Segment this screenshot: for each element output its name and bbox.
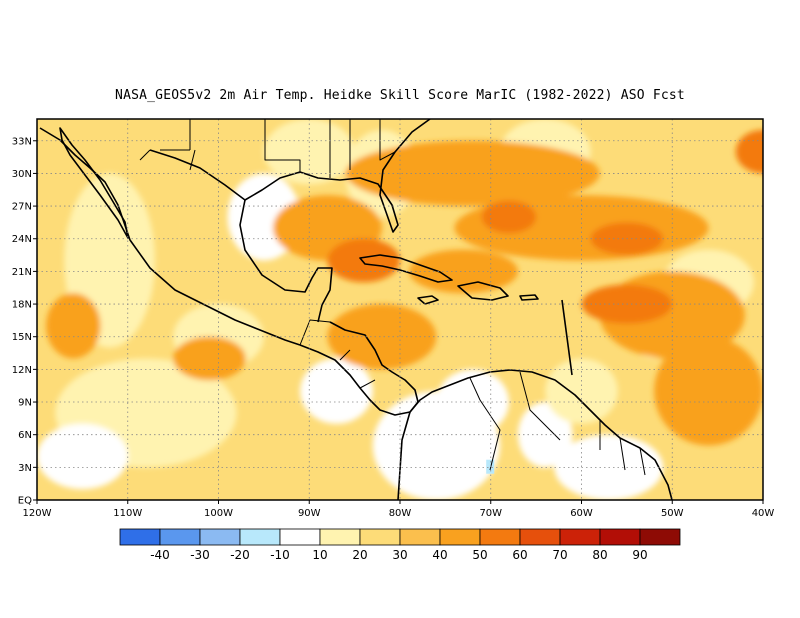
colorbar-label: 40 <box>432 548 447 562</box>
jamaica <box>417 295 439 305</box>
y-tick-label: 33N <box>12 136 32 147</box>
x-tick-label: 110W <box>113 508 142 519</box>
colorbar-label: -40 <box>150 548 170 562</box>
y-tick-label: 15N <box>12 332 32 343</box>
y-tick-label: 27N <box>12 202 32 213</box>
y-tick-label: EQ <box>18 496 32 507</box>
x-axis-ticks: 120W 110W 100W 90W 80W 70W 60W 50W 40W <box>23 500 775 519</box>
colorbar: -40 -30 -20 -10 10 20 30 40 50 60 70 80 90 <box>119 528 681 562</box>
lesser-antilles <box>561 299 573 376</box>
colorbar-swatch <box>159 528 201 546</box>
hispaniola <box>457 281 509 301</box>
x-tick-label: 80W <box>389 508 412 519</box>
colorbar-swatch <box>359 528 401 546</box>
field-patch <box>517 402 573 468</box>
field-patch <box>327 304 437 370</box>
colorbar-label: 20 <box>352 548 367 562</box>
colorbar-swatch <box>519 528 561 546</box>
colorbar-swatch <box>319 528 361 546</box>
colorbar-swatch <box>399 528 441 546</box>
coastlines <box>39 119 673 500</box>
field-patch <box>37 423 128 490</box>
field-patch-negative <box>486 459 495 474</box>
y-tick-label: 6N <box>18 430 32 441</box>
x-tick-label: 50W <box>661 508 684 519</box>
colorbar-swatch <box>439 528 481 546</box>
colorbar-swatch <box>639 528 681 546</box>
x-tick-label: 70W <box>479 508 502 519</box>
south-america-west <box>397 411 411 500</box>
x-tick-label: 40W <box>752 508 775 519</box>
x-tick-label: 60W <box>570 508 593 519</box>
mexico-gulf-coast <box>239 199 333 323</box>
puerto-rico <box>519 294 539 301</box>
colorbar-label: 60 <box>512 548 527 562</box>
baja-california <box>59 127 129 239</box>
colorbar-label: -10 <box>270 548 290 562</box>
colorbar-label: 10 <box>312 548 327 562</box>
y-tick-label: 3N <box>18 463 32 474</box>
field-patch <box>46 293 101 359</box>
y-tick-label: 18N <box>12 300 32 311</box>
y-tick-label: 21N <box>12 267 32 278</box>
colorbar-swatch <box>599 528 641 546</box>
colorbar-swatch <box>279 528 321 546</box>
y-axis-ticks: EQ 3N 6N 9N 12N 15N 18N 21N 24N 27N 30N 33N <box>12 136 37 507</box>
y-tick-label: 12N <box>12 365 32 376</box>
figure-title: NASA_GEOS5v2 2m Air Temp. Heidke Skill S… <box>115 88 685 103</box>
colorbar-label: 80 <box>592 548 607 562</box>
colorbar-label: -30 <box>190 548 210 562</box>
x-tick-label: 100W <box>204 508 233 519</box>
field-patch <box>481 200 537 234</box>
y-tick-label: 30N <box>12 169 32 180</box>
field-patch <box>173 336 246 381</box>
skill-field <box>37 119 763 500</box>
colorbar-swatch <box>199 528 241 546</box>
field-patch <box>654 336 763 446</box>
colorbar-label: 70 <box>552 548 567 562</box>
field-patch <box>327 238 401 283</box>
x-tick-label: 120W <box>23 508 52 519</box>
colorbar-label: 50 <box>472 548 487 562</box>
state-lines <box>160 119 396 178</box>
field-patch <box>735 129 763 174</box>
us-gulf-coast <box>149 119 431 233</box>
mexico-west-coast <box>39 127 301 346</box>
colorbar-label: 30 <box>392 548 407 562</box>
colorbar-swatch <box>239 528 281 546</box>
cuba <box>359 254 453 283</box>
colorbar-label: 90 <box>632 548 647 562</box>
y-tick-label: 9N <box>18 398 32 409</box>
gridlines <box>37 119 763 500</box>
x-tick-label: 90W <box>298 508 321 519</box>
field-patch <box>300 358 373 424</box>
colorbar-swatch <box>559 528 601 546</box>
colorbar-label: -20 <box>230 548 250 562</box>
south-america-coast <box>409 369 673 500</box>
y-tick-label: 24N <box>12 234 32 245</box>
colorbar-swatch <box>479 528 521 546</box>
field-patch <box>545 358 618 424</box>
colorbar-swatch <box>119 528 161 546</box>
field-patch <box>345 140 600 207</box>
